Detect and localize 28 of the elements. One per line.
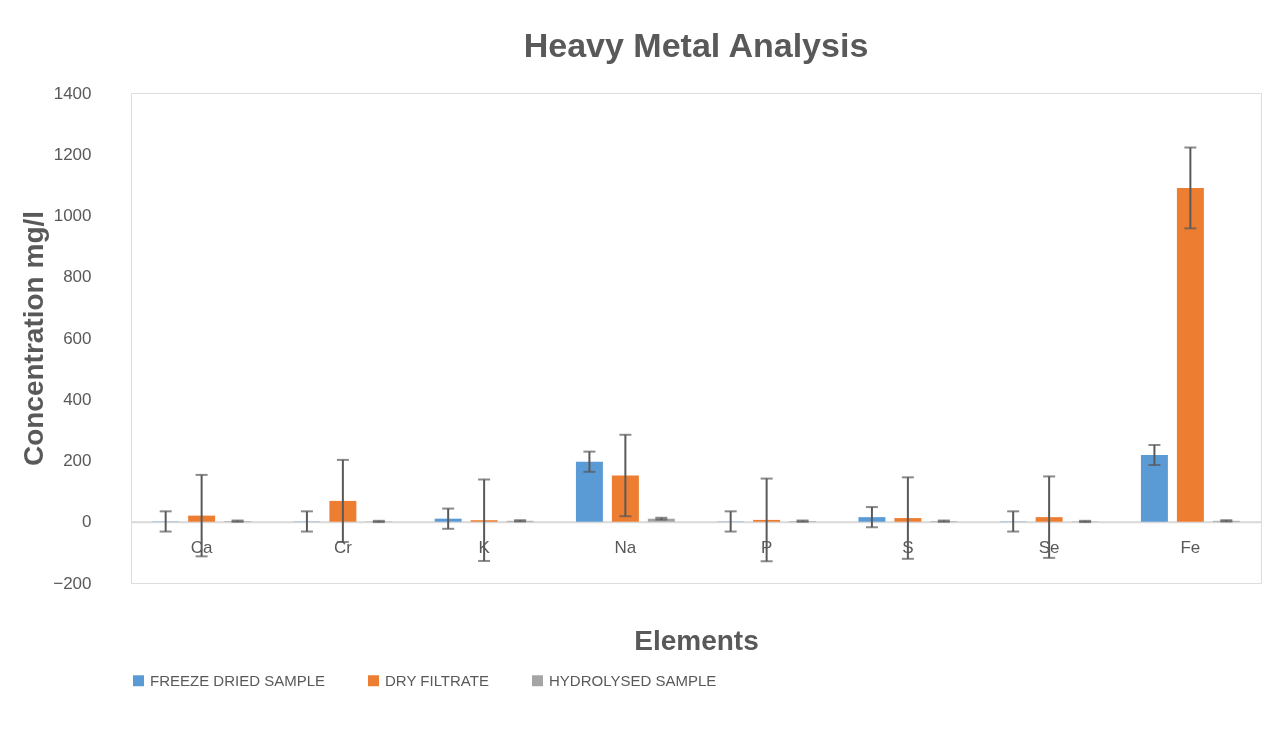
y-tick-label: 1400 (53, 83, 92, 103)
y-tick-label: −200 (53, 573, 92, 593)
bar (575, 461, 603, 522)
x-axis-title: Elements (634, 624, 759, 656)
bar (329, 500, 357, 522)
y-axis-title: Concentration mg/l (18, 210, 50, 467)
chart-title: Heavy Metal Analysis (523, 26, 869, 64)
bar (894, 518, 922, 522)
bar (434, 518, 462, 522)
legend-label: DRY FILTRATE (385, 671, 489, 689)
y-tick-label: 1000 (53, 206, 92, 225)
y-tick-label: 400 (63, 389, 92, 409)
y-tick-label: 1200 (53, 144, 92, 164)
y-tick-label: 800 (63, 267, 92, 287)
y-tick-label: 200 (63, 451, 92, 470)
bar (858, 517, 886, 522)
bar (611, 475, 639, 522)
bar (1035, 517, 1063, 522)
x-tick-label: Cr (333, 538, 353, 558)
x-tick-label: Na (614, 538, 637, 558)
bar (1176, 187, 1204, 522)
y-tick-label: 0 (82, 512, 92, 532)
y-tick-label: 600 (63, 328, 92, 348)
legend-label: FREEZE DRIED SAMPLE (150, 671, 326, 689)
bar (188, 515, 216, 522)
legend-label: HYDROLYSED SAMPLE (549, 671, 717, 689)
x-tick-label: Fe (1180, 538, 1201, 558)
bar (1140, 454, 1168, 522)
